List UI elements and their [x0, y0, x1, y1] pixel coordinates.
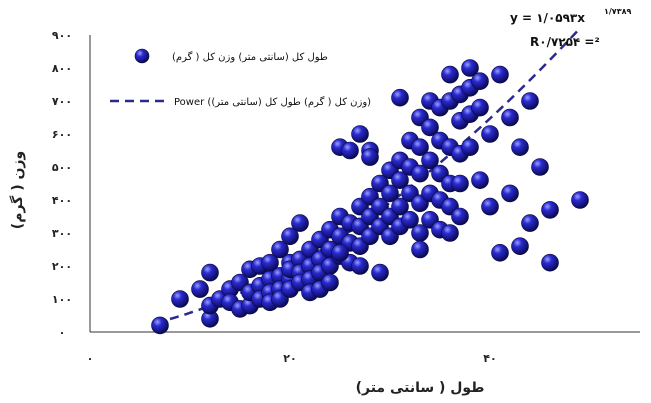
- x-tick-label: ۲۰: [283, 352, 296, 365]
- data-point: [411, 240, 429, 259]
- data-point: [151, 316, 169, 335]
- data-point: [511, 237, 529, 255]
- data-point: [441, 65, 459, 84]
- data-point: [351, 257, 369, 275]
- data-point: [461, 138, 479, 156]
- data-point: [371, 263, 389, 282]
- y-tick-label: ۱۰۰: [52, 293, 72, 306]
- legend-label-points: طول کل (سانتی متر) وزن کل ( گرم): [172, 51, 328, 63]
- data-point: [421, 118, 439, 137]
- data-point: [171, 290, 189, 308]
- y-tick-label: ۸۰۰: [52, 62, 72, 75]
- data-point: [521, 92, 539, 110]
- legend-label-trendline: Power (وزن کل ( گرم) طول کل (سانتی متر)): [174, 96, 371, 108]
- y-tick-label: ۶۰۰: [52, 128, 72, 141]
- data-point: [471, 171, 489, 189]
- data-point: [501, 184, 519, 203]
- data-point: [471, 98, 489, 117]
- data-point: [331, 244, 349, 262]
- points-layer: [151, 59, 589, 335]
- axes: ۰ ۱۰۰ ۲۰۰ ۳۰۰ ۴۰۰ ۵۰۰ ۶۰۰ ۷۰۰ ۸۰۰ ۹۰۰ ۰ ۲۰ ۴۰: [52, 29, 640, 365]
- legend: طول کل (سانتی متر) وزن کل ( گرم) Power (و…: [110, 48, 371, 108]
- data-point: [261, 253, 279, 272]
- y-tick-label: ۷۰۰: [52, 95, 72, 108]
- data-point: [291, 214, 309, 232]
- data-point: [491, 244, 509, 262]
- data-point: [411, 164, 429, 183]
- data-point: [391, 171, 409, 189]
- data-point: [421, 151, 439, 170]
- data-point: [481, 125, 499, 143]
- r-squared-label: R۰/۷۲۵۴ =²: [530, 35, 600, 49]
- data-point: [491, 65, 509, 84]
- legend-marker-points: [134, 48, 150, 64]
- data-point: [511, 138, 529, 156]
- data-point: [381, 184, 399, 203]
- y-axis-title: وزن ( گرم): [9, 151, 26, 229]
- equation-exponent: ۱/۷۳۸۹: [604, 7, 631, 16]
- x-tick-label: ۰: [87, 352, 94, 365]
- data-point: [481, 197, 499, 216]
- equation-label: y = ۱/۰۵۹۳x: [510, 11, 585, 25]
- data-point: [391, 88, 409, 107]
- data-point: [281, 227, 299, 246]
- data-point: [341, 141, 359, 160]
- y-tick-label: ۹۰۰: [52, 29, 72, 42]
- data-point: [461, 59, 479, 77]
- data-point: [401, 211, 419, 229]
- data-point: [411, 138, 429, 156]
- data-point: [321, 273, 339, 292]
- data-point: [501, 108, 519, 127]
- y-tick-label: ۰: [59, 326, 66, 339]
- y-tick-label: ۴۰۰: [52, 194, 72, 207]
- data-point: [191, 280, 209, 298]
- x-axis-title: طول ( سانتی متر): [356, 380, 485, 396]
- data-point: [351, 125, 369, 143]
- x-tick-label: ۴۰: [483, 352, 496, 365]
- data-point: [451, 174, 469, 193]
- y-tick-label: ۲۰۰: [52, 260, 72, 273]
- data-point: [441, 224, 459, 242]
- data-point: [271, 240, 289, 259]
- data-point: [471, 72, 489, 90]
- data-point: [571, 191, 589, 209]
- data-point: [391, 197, 409, 216]
- data-point: [451, 207, 469, 226]
- data-point: [541, 201, 559, 219]
- y-tick-label: ۳۰۰: [52, 227, 72, 240]
- data-point: [201, 263, 219, 282]
- labels-layer: طول ( سانتی متر) وزن ( گرم) y = ۱/۰۵۹۳x ۱/۷…: [9, 7, 631, 396]
- data-point: [541, 253, 559, 272]
- data-point: [521, 214, 539, 232]
- data-point: [531, 158, 549, 176]
- y-tick-label: ۵۰۰: [52, 161, 72, 174]
- data-point: [361, 148, 379, 166]
